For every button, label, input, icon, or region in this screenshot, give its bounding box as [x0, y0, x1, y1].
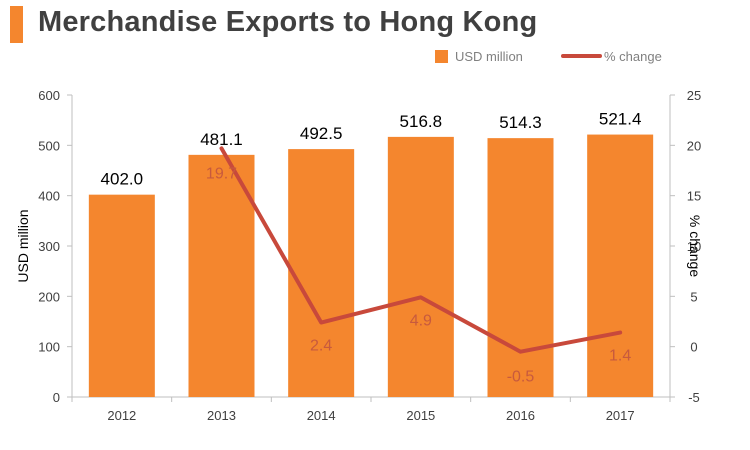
y-tick-label: 600 [38, 88, 60, 103]
y2-tick-label: 25 [687, 88, 701, 103]
y2-tick-label: 15 [687, 189, 701, 204]
bars [88, 134, 654, 398]
title-accent-bar [10, 6, 23, 43]
legend-bar-swatch [435, 50, 448, 63]
legend-bar-label: USD million [455, 49, 523, 64]
pct-change-label: 1.4 [609, 348, 631, 365]
bar [88, 194, 155, 397]
x-tick-label: 2012 [107, 408, 136, 423]
legend: USD million % change [435, 49, 662, 64]
y2-tick-label: 10 [687, 239, 701, 254]
bar-value-label: 492.5 [300, 124, 343, 143]
pct-change-label: 4.9 [410, 312, 432, 329]
y-tick-label: 200 [38, 289, 60, 304]
pct-change-label: 19.7 [206, 165, 237, 182]
x-tick-label: 2014 [307, 408, 336, 423]
pct-change-series-line [219, 146, 623, 354]
x-tick-label: 2016 [506, 408, 535, 423]
x-tick-label: 2013 [207, 408, 236, 423]
bar-value-label: 521.4 [599, 110, 642, 129]
bar-value-label: 402.0 [101, 170, 144, 189]
bar [587, 134, 654, 397]
legend-line-label: % change [604, 49, 662, 64]
y-tick-label: 300 [38, 239, 60, 254]
bar [188, 154, 255, 397]
x-tick-label: 2015 [406, 408, 435, 423]
y-tick-label: 0 [53, 390, 60, 405]
bar-value-label: 516.8 [400, 112, 443, 131]
bar-value-labels: 402.0 481.1 492.5 516.8 514.3 521.4 [101, 110, 642, 189]
y-tick-label: 100 [38, 340, 60, 355]
y-tick-label: 400 [38, 189, 60, 204]
y2-tick-label: 20 [687, 138, 701, 153]
y2-tick-label: 0 [690, 340, 697, 355]
chart-title: Merchandise Exports to Hong Kong [38, 6, 538, 38]
pct-change-labels: 19.7 2.4 4.9 -0.5 1.4 [206, 165, 631, 385]
y-tick-label: 500 [38, 138, 60, 153]
bar-value-label: 481.1 [200, 130, 243, 149]
y2-tick-label: 5 [690, 289, 697, 304]
pct-change-label: -0.5 [507, 369, 535, 386]
bar [387, 136, 454, 398]
y-axis-title: USD million [15, 209, 31, 282]
axes: 0 100 200 300 400 500 600 -5 0 5 10 15 20 25 2012 2013 2… [15, 88, 703, 423]
x-tick-label: 2017 [606, 408, 635, 423]
pct-change-line [219, 146, 623, 354]
y2-tick-label: -5 [688, 390, 700, 405]
bar [487, 138, 554, 397]
bar [288, 149, 355, 397]
bar-value-label: 514.3 [499, 113, 542, 132]
pct-change-label: 2.4 [310, 338, 332, 355]
y2-axis-title: % change [687, 215, 703, 277]
